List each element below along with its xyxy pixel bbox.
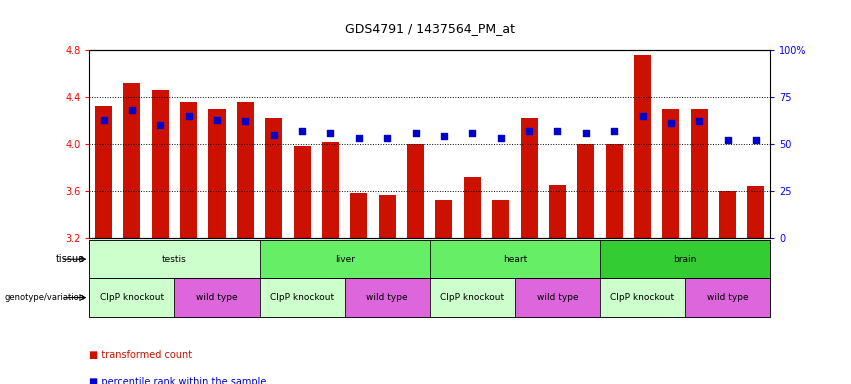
Bar [747, 186, 764, 238]
Bar [464, 177, 481, 238]
Bar [685, 278, 770, 317]
Bar [662, 109, 679, 238]
Bar [407, 144, 424, 238]
Point [494, 135, 507, 141]
Bar [95, 106, 112, 238]
Text: ClpP knockout: ClpP knockout [270, 293, 334, 302]
Text: genotype/variation: genotype/variation [5, 293, 85, 302]
Point [352, 135, 366, 141]
Bar [174, 278, 260, 317]
Text: brain: brain [673, 255, 697, 264]
Point [295, 128, 309, 134]
Bar [123, 83, 140, 238]
Point [636, 113, 649, 119]
Bar [430, 278, 515, 317]
Text: ClpP knockout: ClpP knockout [610, 293, 675, 302]
Bar [89, 240, 260, 278]
Point [182, 113, 196, 119]
Bar [719, 191, 736, 238]
Text: wild type: wild type [537, 293, 578, 302]
Bar [180, 102, 197, 238]
Bar [515, 278, 600, 317]
Point [437, 133, 451, 139]
Bar [294, 146, 311, 238]
Bar [430, 240, 600, 278]
Text: wild type: wild type [367, 293, 408, 302]
Bar [600, 240, 770, 278]
Bar [549, 185, 566, 238]
Point [408, 130, 422, 136]
Text: testis: testis [162, 255, 187, 264]
Text: ■ transformed count: ■ transformed count [89, 350, 192, 360]
Bar [208, 109, 226, 238]
Bar [260, 278, 345, 317]
Point [323, 130, 337, 136]
Bar [606, 144, 623, 238]
Point [380, 135, 394, 141]
Bar [322, 142, 339, 238]
Bar [151, 90, 168, 238]
Point [523, 128, 536, 134]
Point [153, 122, 167, 128]
Point [465, 130, 479, 136]
Point [267, 131, 281, 138]
Bar [345, 278, 430, 317]
Point [238, 118, 252, 124]
Text: heart: heart [503, 255, 527, 264]
Bar [436, 200, 453, 238]
Bar [691, 109, 708, 238]
Bar [600, 278, 685, 317]
Text: wild type: wild type [707, 293, 748, 302]
Point [693, 118, 706, 124]
Bar [577, 144, 594, 238]
Point [125, 107, 139, 113]
Bar [260, 240, 430, 278]
Point [749, 137, 762, 143]
Bar [521, 118, 538, 238]
Text: ClpP knockout: ClpP knockout [100, 293, 164, 302]
Point [721, 137, 734, 143]
Point [210, 116, 224, 122]
Text: ■ percentile rank within the sample: ■ percentile rank within the sample [89, 377, 266, 384]
Bar [266, 118, 283, 238]
Text: tissue: tissue [56, 254, 85, 264]
Bar [634, 55, 651, 238]
Text: liver: liver [334, 255, 355, 264]
Bar [237, 102, 254, 238]
Bar [89, 278, 174, 317]
Bar [379, 195, 396, 238]
Text: ClpP knockout: ClpP knockout [440, 293, 505, 302]
Text: wild type: wild type [197, 293, 237, 302]
Text: GDS4791 / 1437564_PM_at: GDS4791 / 1437564_PM_at [345, 22, 515, 35]
Point [664, 120, 677, 126]
Point [551, 128, 564, 134]
Bar [351, 194, 368, 238]
Point [608, 128, 621, 134]
Bar [492, 200, 509, 238]
Point [579, 130, 592, 136]
Point [97, 116, 111, 122]
